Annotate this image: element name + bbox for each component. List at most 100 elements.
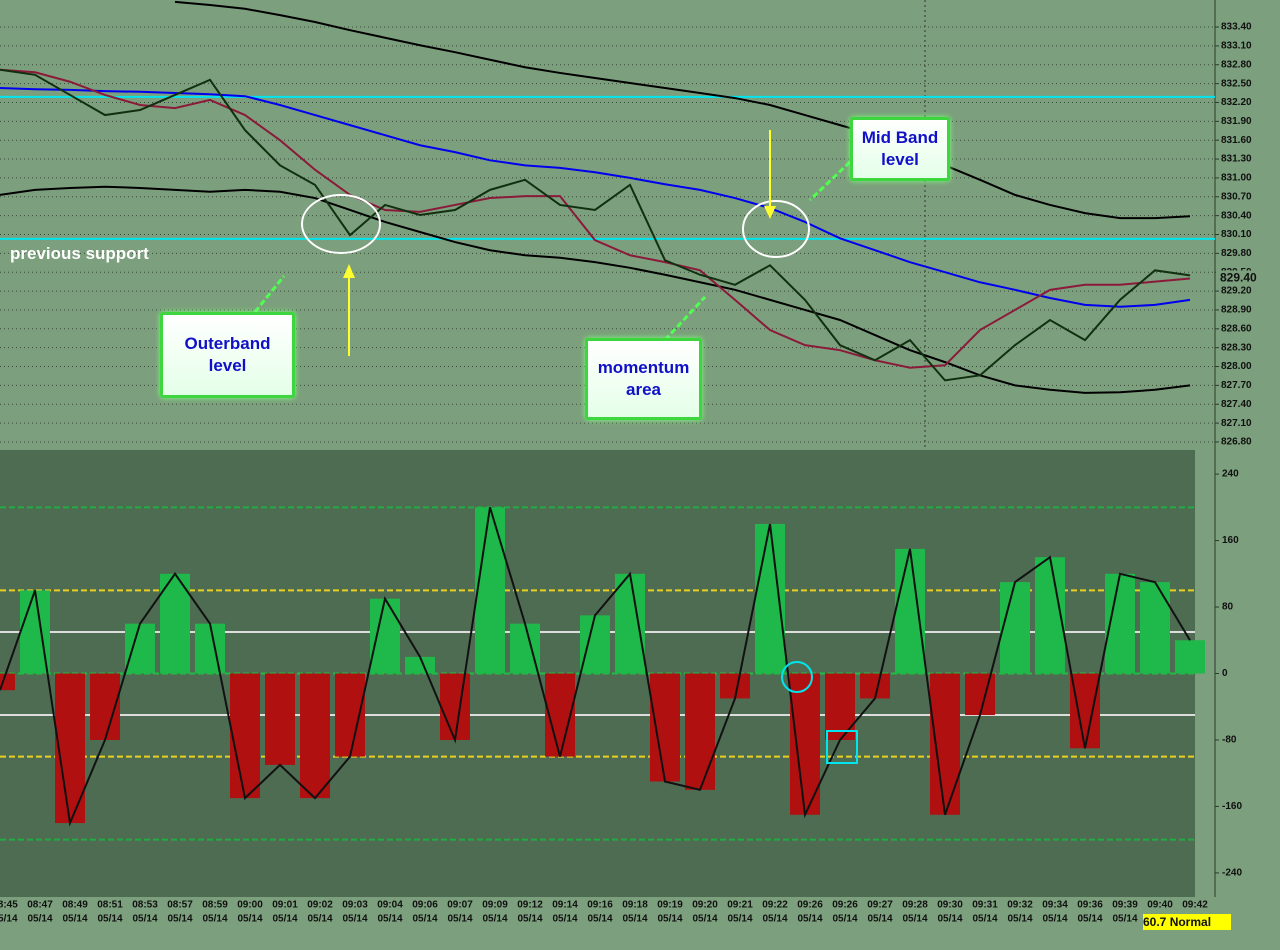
x-date-label: 05/14 [167, 914, 192, 925]
x-tick-label: 09:32 [1007, 900, 1033, 911]
x-date-label: 05/14 [937, 914, 962, 925]
x-date-label: 05/14 [237, 914, 262, 925]
x-tick-label: 09:02 [307, 900, 333, 911]
x-date-label: 05/14 [1112, 914, 1137, 925]
bar [650, 673, 680, 782]
x-tick-label: 09:12 [517, 900, 543, 911]
x-date-label: 05/14 [622, 914, 647, 925]
x-tick-label: 09:04 [377, 900, 403, 911]
last-price-label: 829.40 [1220, 271, 1257, 285]
bar [1175, 640, 1205, 674]
x-tick-label: 09:31 [972, 900, 998, 911]
x-date-label: 05/14 [867, 914, 892, 925]
x-tick-label: 08:53 [132, 900, 158, 911]
axes-layer: 833.40 833.10 832.80 832.50 832.20 831.90 831.… [0, 22, 1280, 925]
bar [930, 673, 960, 815]
bar [160, 573, 190, 674]
ellipse-highlight [742, 200, 810, 258]
bar [195, 623, 225, 674]
annotation-box: Mid Band level [850, 117, 950, 181]
y-tick-label: 827.10 [1221, 418, 1252, 429]
x-date-label: 05/14 [272, 914, 297, 925]
y-tick-label: 829.80 [1221, 248, 1252, 259]
x-date-label: 05/14 [832, 914, 857, 925]
x-tick-label: 09:19 [657, 900, 683, 911]
x-tick-label: 08:45 [0, 900, 18, 911]
bar [405, 656, 435, 674]
y-tick-label: 827.70 [1221, 380, 1252, 391]
y-tick-label: 828.60 [1221, 323, 1252, 334]
bar [125, 623, 155, 674]
x-tick-label: 09:34 [1042, 900, 1068, 911]
x-tick-label: 09:40 [1147, 900, 1173, 911]
x-tick-label: 09:27 [867, 900, 893, 911]
x-tick-label: 09:03 [342, 900, 368, 911]
x-date-label: 05/14 [62, 914, 87, 925]
bar [370, 598, 400, 674]
x-date-label: 05/14 [447, 914, 472, 925]
y-tick-label: 828.00 [1221, 361, 1252, 372]
arrow-head [764, 206, 776, 219]
x-date-label: 05/14 [377, 914, 402, 925]
y-tick-label: 831.60 [1221, 135, 1252, 146]
y-tick-label: 833.40 [1221, 22, 1252, 33]
pointer [663, 295, 707, 342]
square-highlight [826, 730, 858, 764]
y-tick-label: 831.90 [1221, 116, 1252, 127]
annotation-text: previous support [10, 244, 149, 263]
series-line [0, 87, 1191, 308]
x-tick-label: 09:01 [272, 900, 298, 911]
last-price-box [1216, 270, 1280, 287]
series-line [0, 68, 1191, 369]
x-date-label: 05/14 [657, 914, 682, 925]
bar [580, 615, 610, 674]
pointer [808, 160, 852, 202]
x-date-label: 05/14 [1007, 914, 1032, 925]
y-tick-label: 80 [1222, 602, 1234, 613]
y-tick-label: 832.20 [1221, 97, 1252, 108]
x-date-label: 05/14 [0, 914, 18, 925]
x-date-label: 05/14 [902, 914, 927, 925]
series-line [0, 185, 1191, 394]
circle-highlight [781, 661, 813, 693]
x-tick-label: 09:21 [727, 900, 753, 911]
x-date-label: 05/14 [27, 914, 52, 925]
x-date-label: 05/14 [762, 914, 787, 925]
x-tick-label: 09:26 [832, 900, 858, 911]
y-tick-label: 830.40 [1221, 210, 1252, 221]
y-tick-label: -160 [1222, 801, 1242, 812]
x-tick-label: 09:26 [797, 900, 823, 911]
y-tick-label: 829.20 [1221, 286, 1252, 297]
y-tick-label: -240 [1222, 868, 1242, 879]
pointer [253, 275, 286, 313]
x-tick-label: 09:39 [1112, 900, 1138, 911]
bar [335, 673, 365, 757]
y-tick-label: 830.10 [1221, 229, 1252, 240]
bar [300, 673, 330, 799]
series-line [0, 68, 1191, 382]
bar [1140, 582, 1170, 674]
x-tick-label: 09:18 [622, 900, 648, 911]
bar [615, 573, 645, 674]
x-date-label: 05/14 [1042, 914, 1067, 925]
x-date-label: 05/14 [97, 914, 122, 925]
bar [1070, 673, 1100, 749]
bar [685, 673, 715, 790]
y-tick-label: 826.80 [1221, 437, 1252, 448]
y-tick-label: 240 [1222, 469, 1239, 480]
x-tick-label: 09:36 [1077, 900, 1103, 911]
callouts [253, 130, 858, 764]
x-tick-label: 08:51 [97, 900, 123, 911]
x-date-label: 05/14 [132, 914, 157, 925]
oscillator-line [0, 507, 1191, 827]
x-date-label: 05/14 [552, 914, 577, 925]
x-date-label: 05/14 [1077, 914, 1102, 925]
y-tick-label: 831.30 [1221, 154, 1252, 165]
bar [755, 523, 785, 674]
y-tick-label: 830.70 [1221, 191, 1252, 202]
x-tick-label: 08:47 [27, 900, 53, 911]
y-tick-label: -80 [1222, 735, 1237, 746]
annotation-box: momentum area [585, 338, 702, 420]
